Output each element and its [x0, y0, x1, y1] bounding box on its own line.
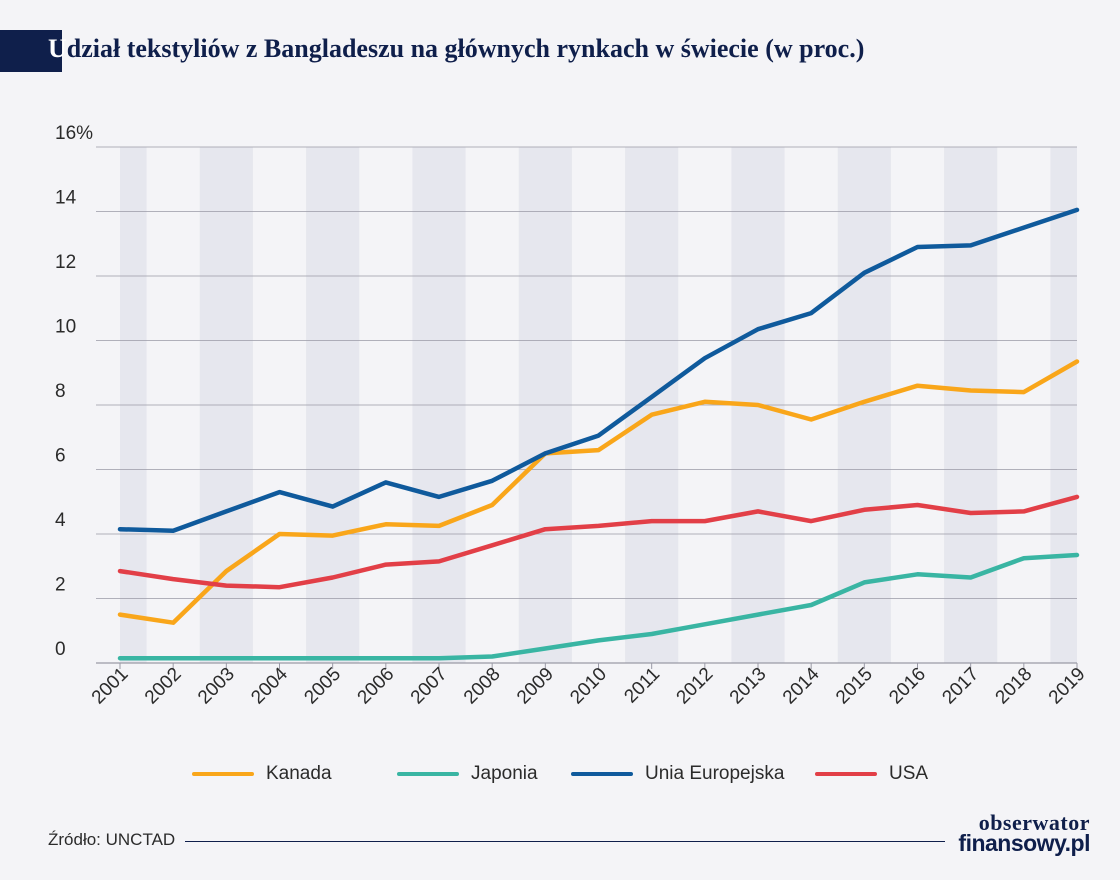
y-tick-label: 10	[55, 317, 76, 338]
logo-line-1: obserwator	[978, 810, 1090, 835]
series-line-usa	[117, 494, 1080, 590]
y-tick-label: 4	[55, 510, 66, 531]
legend-item: Japonia	[397, 762, 538, 786]
x-tick-label: 2017	[938, 664, 983, 709]
y-tick-label: 8	[55, 381, 66, 402]
legend-swatch	[571, 772, 633, 776]
y-tick-label: 2	[55, 575, 66, 596]
x-tick-label: 2014	[779, 663, 824, 708]
x-tick-label: 2013	[726, 664, 771, 709]
x-tick-label: 2016	[885, 664, 930, 709]
y-tick-label: 12	[55, 252, 76, 273]
series-line-kanada	[117, 359, 1080, 625]
x-tick-label: 2015	[832, 664, 877, 709]
x-tick-label: 2019	[1045, 664, 1090, 709]
y-tick-label: 16%	[55, 123, 93, 144]
legend-swatch	[192, 772, 254, 776]
x-tick-label: 2011	[620, 664, 664, 708]
publisher-logo: obserwator finansowy.pl	[950, 810, 1090, 856]
x-tick-label: 2001	[88, 664, 133, 709]
x-tick-label: 2008	[460, 664, 505, 709]
x-tick-label: 2018	[992, 664, 1037, 709]
x-tick-label: 2003	[194, 664, 239, 709]
y-tick-label: 0	[55, 639, 66, 660]
title-first-letter: U	[48, 34, 67, 63]
y-tick-label: 6	[55, 446, 66, 467]
x-tick-label: 2006	[354, 664, 399, 709]
source-divider	[185, 841, 945, 842]
legend-item: USA	[815, 762, 928, 786]
series-line-unia-europejska	[117, 207, 1080, 534]
legend-label: Unia Europejska	[645, 763, 785, 784]
legend-item: Kanada	[192, 762, 332, 786]
legend-label: Japonia	[471, 763, 538, 784]
legend-swatch	[397, 772, 459, 776]
x-tick-label: 2004	[247, 663, 292, 708]
series-line-japonia	[117, 552, 1080, 661]
legend-swatch	[815, 772, 877, 776]
chart-legend: Kanada Japonia Unia Europejska USA	[0, 762, 1120, 786]
legend-label: Kanada	[266, 763, 332, 784]
y-tick-label: 14	[55, 188, 77, 209]
legend-item: Unia Europejska	[571, 762, 784, 786]
source-note: Źródło: UNCTAD	[48, 830, 176, 849]
title-text: dział tekstyliów z Bangladeszu na główny…	[66, 34, 865, 63]
x-tick-label: 2010	[566, 664, 611, 709]
x-tick-label: 2002	[141, 664, 186, 709]
x-tick-label: 2007	[407, 664, 452, 709]
chart-title: Udział tekstyliów z Bangladeszu na główn…	[48, 34, 864, 64]
legend-label: USA	[889, 763, 929, 784]
x-tick-label: 2005	[300, 664, 345, 709]
x-tick-label: 2009	[513, 664, 558, 709]
x-tick-label: 2012	[673, 664, 718, 709]
title-accent-bar	[0, 30, 62, 72]
logo-line-2: finansowy.pl	[958, 830, 1090, 856]
